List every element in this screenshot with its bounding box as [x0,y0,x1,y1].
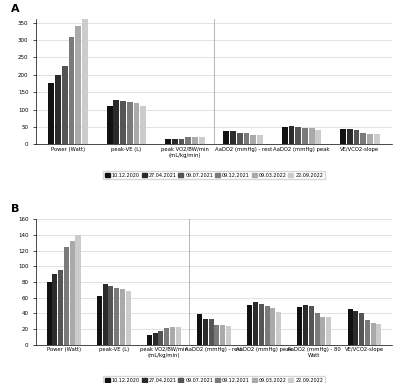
Legend: 10.12.2020, 27.04.2021, 09.07.2021, 09.12.2021, 09.03.2022, 22.09.2022: 10.12.2020, 27.04.2021, 09.07.2021, 09.1… [103,170,325,180]
Bar [82,19,88,144]
Bar [197,314,202,345]
Bar [348,309,352,345]
Bar [302,128,308,144]
Bar [172,139,178,144]
Bar [55,75,61,144]
Bar [270,308,275,345]
Bar [224,131,229,144]
Bar [354,130,360,144]
Bar [209,319,214,345]
Bar [340,129,346,144]
Bar [226,326,231,345]
Bar [164,328,169,345]
Bar [367,134,373,144]
Bar [309,306,314,345]
Bar [326,317,331,345]
Bar [199,137,204,144]
Bar [376,324,381,345]
Bar [126,291,131,345]
Bar [259,304,264,345]
Bar [107,106,112,144]
Bar [108,286,113,345]
Bar [140,106,146,144]
Bar [114,100,119,144]
Bar [257,135,263,144]
Bar [309,128,314,144]
Bar [120,289,125,345]
Bar [68,36,74,144]
Bar [347,129,353,144]
Bar [120,101,126,144]
Bar [370,323,376,345]
Bar [134,103,140,144]
Bar [192,137,198,144]
Bar [102,284,108,345]
Bar [52,274,58,345]
Bar [76,235,80,345]
Bar [147,334,152,345]
Bar [360,133,366,144]
Bar [288,126,294,144]
Text: A: A [11,4,20,14]
Bar [48,83,54,144]
Bar [315,313,320,345]
Bar [176,327,181,345]
Bar [264,306,270,345]
Bar [62,66,68,144]
Bar [250,135,256,144]
Bar [58,270,63,345]
Bar [237,133,243,144]
Bar [282,127,288,144]
Bar [185,137,191,144]
Bar [165,139,171,144]
Bar [47,282,52,345]
Bar [97,296,102,345]
Bar [359,313,364,345]
Bar [70,241,75,345]
Bar [230,131,236,144]
Bar [214,325,219,345]
Bar [253,303,258,345]
Bar [316,130,321,144]
Bar [158,331,164,345]
Bar [303,305,308,345]
Bar [178,139,184,144]
Bar [114,288,119,345]
Bar [353,311,358,345]
Bar [75,26,81,144]
Text: B: B [11,205,20,214]
Bar [295,127,301,144]
Bar [276,312,281,345]
Bar [320,316,326,345]
Bar [170,327,175,345]
Bar [153,333,158,345]
Bar [297,307,302,345]
Legend: 10.12.2020, 27.04.2021, 09.07.2021, 09.12.2021, 09.03.2022, 22.09.2022: 10.12.2020, 27.04.2021, 09.07.2021, 09.1… [103,376,325,383]
Bar [220,325,225,345]
Bar [203,319,208,345]
Bar [244,133,250,144]
Bar [247,305,252,345]
Bar [365,321,370,345]
Bar [374,134,380,144]
Bar [64,247,69,345]
Bar [127,102,133,144]
